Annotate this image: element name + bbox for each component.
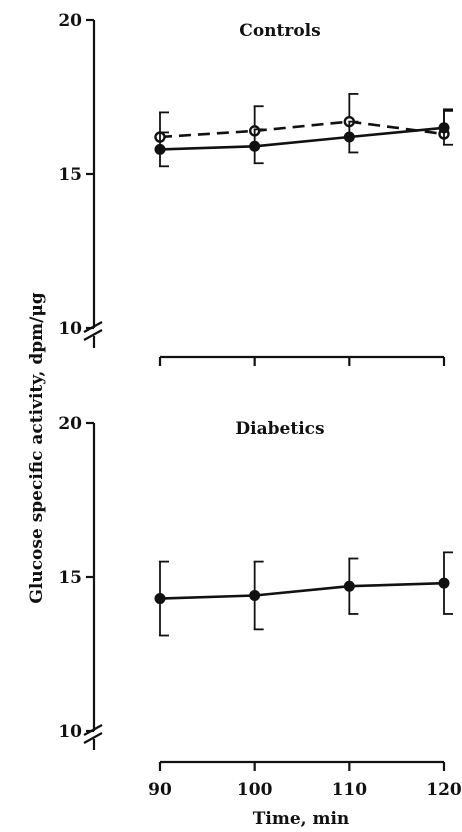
y-tick-label: 10 [58, 319, 82, 339]
x-tick-label: 100 [237, 780, 273, 800]
dashed-series-line [159, 120, 445, 139]
y-axis-title: Glucose specific activity, dpm/μg [27, 292, 47, 603]
filled-circle-point [438, 122, 450, 134]
panel-title: Diabetics [235, 419, 324, 439]
filled-circle-point [343, 131, 355, 143]
panel-title: Controls [239, 21, 320, 41]
y-tick-label: 10 [58, 722, 82, 742]
solid-series-line [159, 126, 445, 151]
diabetics-panel: 10 15 20 90 100 110 120 Diabetics [58, 414, 462, 800]
filled-circle-point [154, 143, 166, 155]
x-tick-label: 110 [332, 780, 368, 800]
x-tick-label: 90 [148, 780, 172, 800]
filled-circle-point [249, 140, 261, 152]
y-tick-label: 20 [58, 11, 82, 31]
filled-circle-point [249, 589, 261, 601]
filled-circle-point [343, 580, 355, 592]
y-tick-label: 20 [58, 414, 82, 434]
filled-circle-point [438, 577, 450, 589]
y-tick-label: 15 [58, 568, 82, 588]
solid-series-line [159, 581, 445, 600]
filled-circle-point [154, 593, 166, 605]
controls-panel: 10 15 20 Controls [58, 11, 453, 366]
x-tick-label: 120 [426, 780, 462, 800]
x-axis-title: Time, min [253, 809, 350, 829]
y-tick-label: 15 [58, 165, 82, 185]
